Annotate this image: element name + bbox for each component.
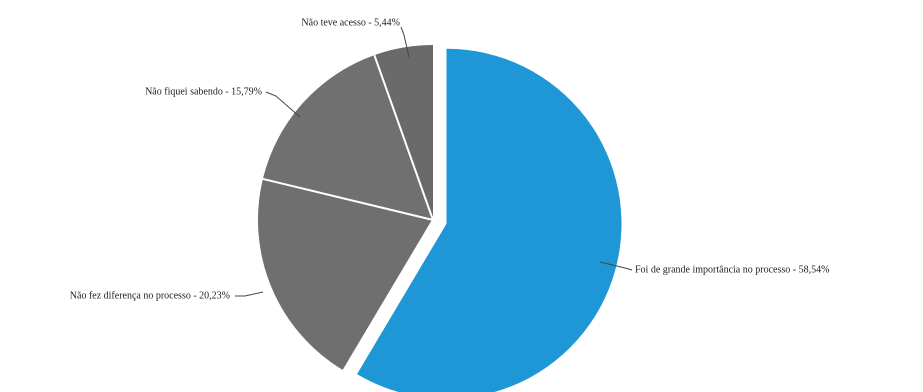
- pie-slices: [258, 45, 622, 392]
- leader-line-1: [599, 261, 633, 271]
- slice-label-4: Não teve acesso - 5,44%: [301, 17, 400, 28]
- slice-label-3: Não fiquei sabendo - 15,79%: [145, 86, 262, 97]
- slice-separator: [262, 177, 434, 221]
- pie-slice-3: [262, 55, 433, 220]
- pie-slice-1: [357, 48, 622, 392]
- slice-separator: [373, 54, 434, 221]
- slice-label-2: Não fez diferença no processo - 20,23%: [70, 290, 230, 301]
- leader-line-2: [235, 291, 264, 297]
- leader-line-3: [265, 91, 301, 118]
- leader-line-4: [400, 26, 410, 58]
- slice-separator: [342, 219, 434, 371]
- pie-slice-2: [258, 178, 433, 371]
- slice-separators: [262, 54, 434, 371]
- leader-lines: [235, 26, 633, 297]
- slice-labels: Foi de grande importância no processo - …: [70, 17, 830, 301]
- slice-label-1: Foi de grande importância no processo - …: [635, 264, 829, 275]
